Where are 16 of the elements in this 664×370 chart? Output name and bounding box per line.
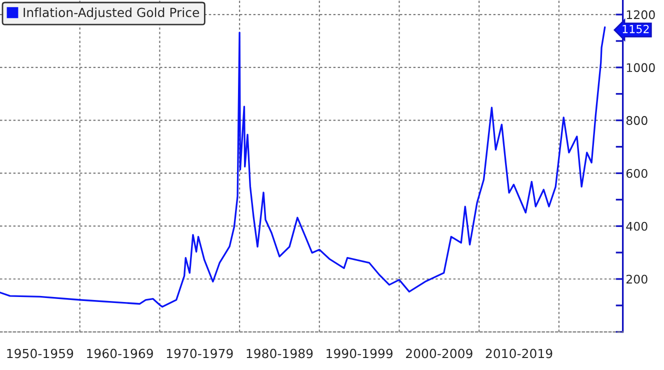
x-tick-label: 1980-1989 (246, 348, 313, 358)
x-tick-label: 2010-2019 (486, 348, 552, 358)
line-series (0, 26, 606, 308)
y-tick-label: 1000 (626, 63, 655, 72)
y-tick-label: 200 (626, 274, 648, 284)
x-tick-label: 1990-1999 (326, 348, 393, 358)
y-tick-label: 400 (626, 222, 648, 231)
x-tick-label: 1970-1979 (166, 348, 233, 358)
legend-label: Inflation-Adjusted Gold Price (24, 8, 200, 20)
x-tick-label: 2000-2009 (406, 348, 472, 358)
x-tick-label: 1950-1959 (7, 348, 74, 358)
y-tick-label: 800 (626, 116, 648, 125)
y-tick-label: 600 (626, 168, 648, 178)
x-tick-label: 1960-1969 (87, 348, 153, 358)
annotation: 1152 (622, 24, 649, 34)
y-tick-label: 1200 (626, 10, 655, 20)
